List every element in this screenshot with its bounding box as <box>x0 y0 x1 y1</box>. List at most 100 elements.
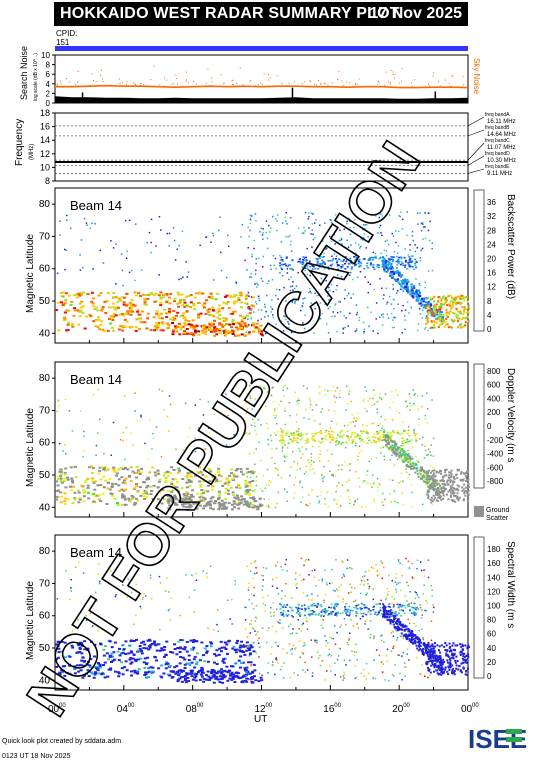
width-cell <box>395 629 397 632</box>
width-cell <box>210 672 213 675</box>
width-cell <box>279 619 281 621</box>
power-cell <box>176 311 180 314</box>
velocity-cell <box>341 464 343 466</box>
power-cell <box>463 299 466 302</box>
velocity-cell <box>378 436 381 438</box>
power-cell <box>328 300 331 303</box>
cpid-bar <box>55 46 468 51</box>
power-cell <box>386 263 389 266</box>
velocity-cell <box>461 486 464 489</box>
power-cell <box>327 260 330 262</box>
width-cell <box>271 646 273 648</box>
width-cell <box>326 584 328 586</box>
velocity-cell <box>417 461 420 463</box>
width-cell <box>173 648 177 650</box>
power-cell <box>154 325 158 328</box>
power-cell <box>308 215 310 218</box>
velocity-cell <box>271 387 273 389</box>
power-cell <box>199 244 201 247</box>
sky-noise-point <box>68 81 70 83</box>
velocity-cell <box>432 487 435 490</box>
velocity-cell <box>213 413 215 416</box>
velocity-cell <box>408 440 411 443</box>
power-cell <box>179 314 183 317</box>
velocity-cell <box>421 467 424 470</box>
power-cell <box>118 313 122 316</box>
velocity-cell <box>314 433 317 436</box>
power-cell <box>427 311 430 314</box>
velocity-cell <box>73 498 77 501</box>
velocity-cell <box>217 501 221 504</box>
velocity-cell <box>265 484 268 486</box>
power-cell <box>408 266 411 268</box>
power-cell <box>310 212 313 215</box>
width-cell <box>251 670 255 673</box>
power-cell <box>400 256 403 258</box>
width-cell <box>259 646 261 648</box>
power-cell <box>336 311 339 314</box>
power-cell <box>419 295 422 297</box>
power-cell <box>324 303 326 305</box>
velocity-cell <box>401 437 404 439</box>
power-cell <box>393 256 396 258</box>
power-cell <box>225 331 229 334</box>
power-cell <box>396 290 399 292</box>
width-cell <box>107 658 110 661</box>
sky-noise-point <box>171 83 173 85</box>
power-cell <box>446 323 449 326</box>
power-cell <box>460 301 463 304</box>
power-cell <box>178 278 180 281</box>
velocity-cell <box>319 423 321 425</box>
power-cell <box>416 247 419 249</box>
width-cell <box>195 663 198 666</box>
velocity-cell <box>60 481 64 484</box>
velocity-cell <box>388 436 391 439</box>
velocity-cell <box>430 502 432 504</box>
velocity-cell <box>76 489 80 492</box>
velocity-cell <box>227 414 229 417</box>
velocity-cell <box>121 493 125 496</box>
velocity-cell <box>228 474 232 477</box>
width-cell <box>399 562 401 564</box>
width-cell <box>327 642 329 644</box>
power-cell <box>381 260 384 262</box>
velocity-cell <box>90 465 94 468</box>
velocity-colorbar-tick: -200 <box>487 436 504 445</box>
width-cell <box>250 676 253 679</box>
power-cell <box>302 322 304 324</box>
power-cell <box>437 326 440 328</box>
power-cell <box>314 307 316 310</box>
velocity-cell <box>293 461 296 463</box>
width-cell <box>142 647 146 650</box>
power-cell <box>217 307 221 310</box>
power-cell <box>426 319 429 322</box>
power-cell <box>395 241 397 244</box>
width-cell <box>414 597 417 600</box>
power-cell <box>227 245 230 248</box>
power-cell <box>291 301 294 303</box>
power-cell <box>272 215 274 218</box>
velocity-cell <box>417 394 419 397</box>
width-cell <box>110 646 114 649</box>
power-cell <box>79 269 82 271</box>
velocity-cell <box>183 494 187 497</box>
power-cell <box>341 264 344 266</box>
power-cell <box>321 265 324 268</box>
power-cell <box>261 334 265 337</box>
width-cell <box>142 661 146 664</box>
power-cell <box>95 319 99 322</box>
velocity-cell <box>194 404 197 406</box>
velocity-cell <box>323 465 325 468</box>
width-cell <box>244 619 247 621</box>
velocity-cell <box>237 507 241 510</box>
velocity-cell <box>98 469 102 472</box>
velocity-cell <box>392 479 394 482</box>
power-cell <box>286 223 288 225</box>
power-cell <box>404 278 407 281</box>
velocity-cell <box>238 486 242 489</box>
power-cell <box>292 297 295 300</box>
width-cell <box>418 629 420 632</box>
velocity-cell <box>161 390 164 392</box>
power-cell <box>345 317 347 319</box>
width-cell <box>272 578 274 581</box>
